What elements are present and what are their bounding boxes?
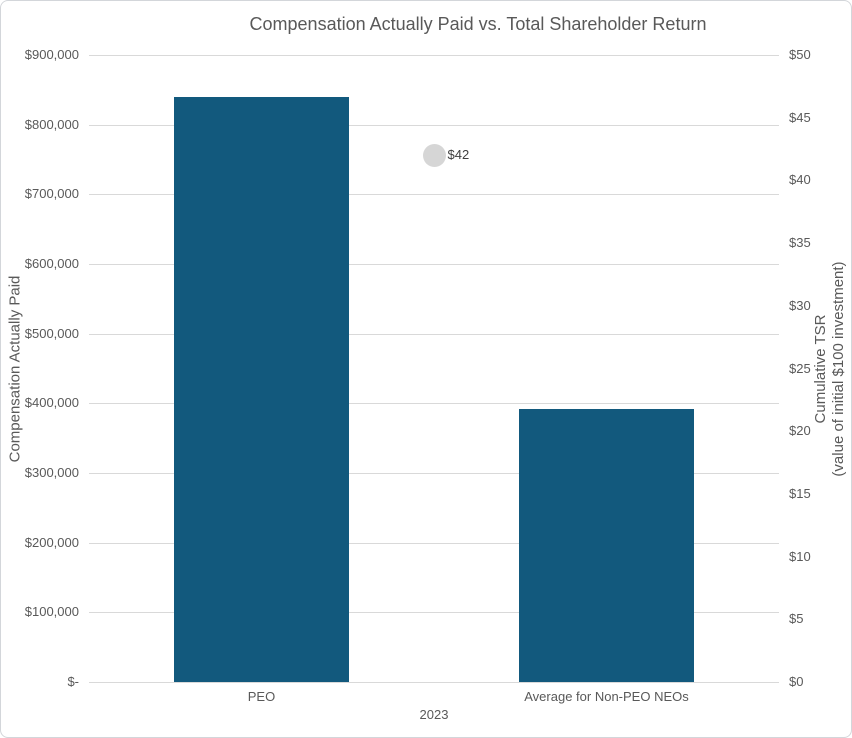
- gridline: [89, 612, 779, 614]
- right-axis-tick-label: $0: [789, 674, 804, 689]
- right-axis-tick-label: $40: [789, 172, 811, 188]
- left-axis-title: Compensation Actually Paid: [6, 275, 24, 463]
- gridline: [89, 194, 779, 196]
- left-axis-tick-label: $700,000: [24, 186, 79, 202]
- left-axis-tick-label: $100,000: [24, 604, 79, 620]
- plot-area: $42: [89, 55, 779, 683]
- category-label: Average for Non-PEO NEOs: [524, 689, 689, 704]
- right-axis-tick-label: $35: [789, 235, 811, 251]
- right-axis-tick-label: $10: [789, 548, 811, 564]
- right-axis-title-line2: (value of initial $100 investment): [830, 261, 847, 477]
- category-axis-line: [89, 682, 779, 683]
- right-axis-title: Cumulative TSR (value of initial $100 in…: [812, 261, 848, 476]
- left-axis-tick-label: $-: [67, 674, 79, 689]
- axis-group-label: 2023: [419, 707, 449, 722]
- left-axis-tick-label: $600,000: [24, 256, 79, 271]
- category-label: PEO: [247, 689, 276, 704]
- bar-average-for-non-peo-neos: [519, 408, 694, 682]
- chart-title: Compensation Actually Paid vs. Total Sha…: [249, 14, 707, 34]
- gridline: [89, 542, 779, 544]
- right-axis-tick-label: $5: [789, 611, 804, 627]
- right-axis-title-line1: Cumulative TSR: [812, 314, 829, 424]
- right-axis-tick-label: $20: [789, 423, 811, 439]
- gridline: [89, 55, 779, 56]
- left-axis-tick-label: $200,000: [24, 534, 79, 550]
- right-axis-tick-label: $30: [789, 297, 811, 313]
- gridline: [89, 124, 779, 126]
- right-axis-tick-label: $25: [789, 360, 811, 376]
- left-axis-tick-label: $800,000: [24, 116, 79, 132]
- right-axis-tick-label: $45: [789, 109, 811, 125]
- tsr-point: [422, 143, 446, 167]
- gridline: [89, 403, 779, 405]
- right-axis-tick-label: $50: [789, 47, 811, 62]
- gridline: [89, 473, 779, 474]
- left-axis-tick-label: $300,000: [24, 465, 79, 480]
- left-axis-tick-label: $900,000: [24, 47, 79, 62]
- right-axis-tick-label: $15: [789, 485, 811, 501]
- gridline: [89, 264, 779, 265]
- bar-peo: [174, 97, 349, 682]
- gridline: [89, 333, 779, 335]
- tsr-point-label: $42: [447, 147, 470, 163]
